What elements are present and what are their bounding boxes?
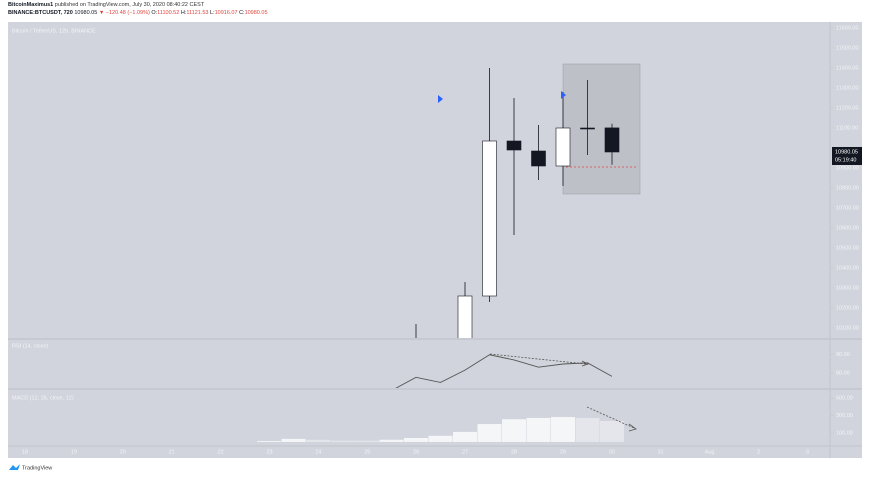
x-tick-label: 27	[462, 449, 468, 455]
y-tick-label: 10600.00	[836, 225, 859, 231]
x-tick-label: 26	[413, 449, 419, 455]
x-tick-label: 18	[22, 449, 28, 455]
logo: TradingView	[9, 464, 52, 471]
y-tick-label: 11600.00	[836, 25, 859, 31]
l: 10916.07	[215, 10, 238, 16]
candle-body	[555, 127, 571, 167]
author: BitcoinMaximus1	[8, 2, 53, 8]
histogram-bar	[502, 419, 526, 442]
marker-arrow	[561, 91, 566, 99]
legend-title: Bitcoin / TetherUS, 12h, BINANCE	[12, 28, 96, 34]
x-tick-label: 30	[609, 449, 615, 455]
x-tick-label: 21	[169, 449, 175, 455]
rsi-line	[395, 354, 613, 388]
o: 11100.52	[157, 10, 179, 16]
histogram-bar	[330, 440, 355, 442]
arrow-head	[581, 360, 590, 367]
header-line-2: BINANCE:BTCUSDT, 720 10980.05 ▼ −120.48 …	[8, 10, 268, 16]
x-tick-label: 25	[364, 449, 370, 455]
range-box	[562, 63, 641, 195]
rsi-pane	[395, 354, 613, 388]
h-label: H:	[181, 10, 187, 16]
y-tick-label: 300.00	[836, 413, 853, 419]
histogram-bar	[551, 417, 575, 442]
histogram-bar	[600, 420, 624, 442]
y-tick-label: 11200.00	[836, 105, 859, 111]
x-tick-label: 24	[315, 449, 321, 455]
histogram-bar	[526, 417, 551, 442]
candle-body	[580, 127, 595, 130]
x-tick-label: 23	[266, 449, 272, 455]
x-tick-label: 19	[71, 449, 77, 455]
chart-background	[8, 22, 862, 458]
x-tick-label: Aug	[705, 449, 715, 455]
histogram-bar	[379, 439, 404, 442]
marker-arrow	[438, 95, 443, 103]
y-tick-label: 80.00	[836, 371, 850, 377]
countdown: 05:19:40	[835, 157, 856, 163]
candle-body	[482, 140, 497, 297]
x-tick-label: 20	[120, 449, 126, 455]
macd-pane	[257, 417, 624, 442]
c: 10980.05	[245, 10, 268, 16]
price-label-bg	[832, 146, 862, 165]
y-tick-label: 10700.00	[836, 205, 859, 211]
x-tick-label: 31	[658, 449, 664, 455]
price-label: 10980.05	[835, 149, 858, 155]
arrow-head	[628, 423, 637, 432]
y-tick-label: 11400.00	[836, 65, 859, 71]
l-label: L:	[210, 10, 215, 16]
histogram-bar	[355, 440, 379, 442]
brand: TradingView	[22, 465, 52, 471]
candle-body	[506, 140, 522, 151]
o-label: O:	[151, 10, 157, 16]
x-tick-label: 2	[757, 449, 760, 455]
rsi-title: RSI (14, close)	[12, 343, 49, 349]
histogram-bar	[575, 417, 600, 442]
y-tick-label: 500.00	[836, 396, 853, 402]
c-label: C:	[239, 10, 245, 16]
change: ▼ −120.48 (−1.09%)	[99, 10, 150, 16]
histogram-bar	[428, 435, 453, 442]
symbol: BINANCE:BTCUSDT, 720	[8, 10, 73, 16]
y-tick-label: 11500.00	[836, 45, 859, 51]
x-tick-label: 22	[218, 449, 224, 455]
histogram-bar	[306, 439, 330, 442]
y-tick-label: 10500.00	[836, 245, 859, 251]
divergence-line	[586, 406, 635, 429]
candle-body	[604, 127, 620, 153]
histogram-bar	[257, 441, 281, 442]
y-tick-label: 11100.00	[836, 125, 858, 131]
x-tick-label: 29	[560, 449, 566, 455]
y-tick-label: 10300.00	[836, 285, 859, 291]
header-line-1: BitcoinMaximus1 published on TradingView…	[8, 2, 205, 8]
h: 11121.53	[186, 10, 208, 16]
y-tick-label: 90.00	[836, 352, 850, 358]
histogram-bar	[477, 424, 502, 442]
histogram-bar	[453, 431, 477, 442]
last: 10980.05	[74, 10, 97, 16]
y-tick-label: 10900.00	[836, 165, 859, 171]
x-tick-label: 28	[511, 449, 517, 455]
histogram-bar	[281, 438, 306, 442]
published: published on TradingView.com, July 30, 2…	[55, 2, 205, 8]
y-tick-label: 10200.00	[836, 305, 859, 311]
y-tick-label: 100.00	[836, 431, 853, 437]
candle-body	[531, 150, 546, 167]
y-tick-label: 10400.00	[836, 265, 859, 271]
candle-body	[457, 295, 473, 338]
y-tick-label: 10100.00	[836, 325, 859, 331]
x-tick-label: 3	[806, 449, 809, 455]
histogram-bar	[404, 438, 428, 442]
macd-title: MACD (12, 26, close, 12)	[12, 395, 74, 401]
main-pane	[415, 68, 620, 338]
y-tick-label: 10800.00	[836, 185, 859, 191]
y-tick-label: 11300.00	[836, 85, 859, 91]
